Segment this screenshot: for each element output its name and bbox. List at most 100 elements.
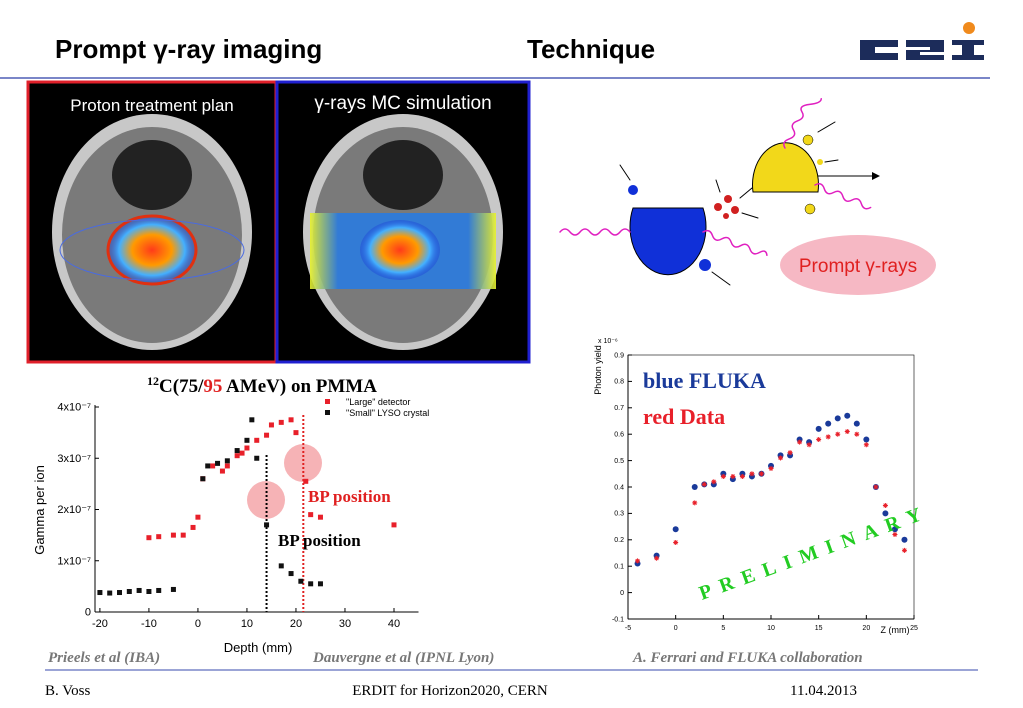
data-point [758, 471, 764, 477]
data-point [278, 419, 284, 425]
legend-marker [325, 410, 330, 415]
y-tick-label: 1x10⁻⁷ [57, 555, 91, 567]
depth-chart: -20 -10 0 10 20 30 40 0 1x10⁻⁷ 2x10⁻⁷ 3x10⁻⁷ 4x10⁻⁷… [32, 397, 429, 655]
y-tick-label: 0.6 [614, 432, 624, 439]
data-point [156, 534, 162, 540]
data-point [146, 589, 152, 594]
data-point [308, 512, 314, 518]
data-point [180, 532, 186, 538]
data-point [268, 422, 274, 428]
data-point [834, 415, 841, 422]
y-tick-label: 0.7 [614, 405, 624, 412]
data-point [126, 589, 132, 594]
data-point [264, 522, 270, 528]
bp-label: BP position [278, 531, 361, 550]
data-point [901, 536, 908, 543]
data-point [224, 458, 230, 464]
data-point [215, 460, 221, 466]
x-tick-label: 15 [815, 625, 823, 632]
footer-date: 11.04.2013 [790, 683, 857, 699]
data-point [835, 431, 841, 437]
data-point [210, 463, 216, 469]
data-point [200, 476, 206, 482]
footer-event: ERDIT for Horizon2020, CERN [352, 683, 548, 699]
data-point [278, 563, 284, 569]
legend-marker [325, 399, 330, 404]
data-point [844, 429, 850, 435]
x-axis-label: Z (mm) [881, 625, 910, 635]
x-tick-label: -5 [625, 625, 631, 632]
data-point [190, 524, 196, 530]
y-tick-label: -0.1 [612, 616, 624, 623]
x-tick-label: 0 [195, 618, 201, 630]
x-tick-label: 30 [339, 618, 351, 630]
y-tick-label: 2x10⁻⁷ [57, 504, 91, 516]
interaction-diagram [559, 97, 936, 295]
data-point [882, 510, 889, 517]
data-point [825, 434, 831, 440]
diagram-label: Prompt γ-rays [799, 256, 917, 277]
data-point [293, 430, 299, 436]
ct-panel [26, 80, 278, 364]
data-point [853, 420, 860, 427]
data-point [863, 436, 870, 443]
data-point [701, 481, 707, 487]
data-point [136, 587, 142, 593]
data-point [317, 514, 323, 520]
data-point [288, 417, 294, 423]
x-tick-label: 20 [862, 625, 870, 632]
y-tick-label: 4x10⁻⁷ [57, 402, 91, 414]
data-point [711, 479, 717, 485]
data-point [749, 471, 755, 477]
x-tick-label: 20 [290, 618, 302, 630]
data-point [901, 547, 907, 553]
data-point [156, 587, 162, 593]
y-tick-label: 0.1 [614, 564, 624, 571]
y-tick-label: 0.5 [614, 458, 624, 465]
data-point [303, 478, 309, 484]
data-point [692, 500, 698, 506]
data-point [317, 581, 323, 587]
data-point [224, 463, 230, 469]
data-point [97, 590, 103, 596]
ct-panel [275, 80, 531, 364]
data-point [825, 420, 832, 427]
data-point [195, 514, 201, 520]
x-tick-label: -20 [92, 618, 108, 630]
x-axis-label: Depth (mm) [224, 640, 293, 655]
data-point [892, 532, 898, 538]
legend-label: blue FLUKA [643, 368, 766, 393]
panel-label: γ-rays MC simulation [314, 93, 491, 114]
y-axis-label: Gamma per ion [32, 465, 47, 555]
x-tick-label: -10 [141, 618, 157, 630]
data-point [654, 555, 660, 561]
y-tick-label: 0 [85, 607, 91, 619]
x-tick-label: 10 [241, 618, 253, 630]
data-point [254, 437, 260, 443]
data-point [234, 448, 240, 454]
data-point [107, 590, 113, 596]
legend-label: "Large" detector [346, 397, 410, 407]
data-point [239, 450, 245, 456]
data-point [691, 484, 698, 490]
data-point [308, 581, 314, 587]
data-point [891, 526, 898, 533]
data-point [863, 442, 869, 448]
data-point [234, 453, 240, 459]
data-point [117, 590, 123, 596]
x-tick-label: 40 [388, 618, 400, 630]
data-point [391, 522, 397, 528]
y-tick-label: 0.4 [614, 484, 624, 491]
axis-note: x 10⁻⁶ [598, 338, 618, 345]
data-point [298, 578, 304, 584]
credit: Dauvergne et al (IPNL Lyon) [312, 650, 494, 666]
credit: A. Ferrari and FLUKA collaboration [632, 650, 863, 666]
data-point [672, 526, 679, 533]
y-tick-label: 0.8 [614, 379, 624, 386]
x-tick-label: 0 [674, 625, 678, 632]
data-point [244, 437, 250, 443]
data-point [249, 417, 255, 423]
slide-title: Prompt γ-ray imaging [55, 34, 322, 64]
chart-title: 12C(75/95 AMeV) on PMMA [147, 374, 377, 397]
